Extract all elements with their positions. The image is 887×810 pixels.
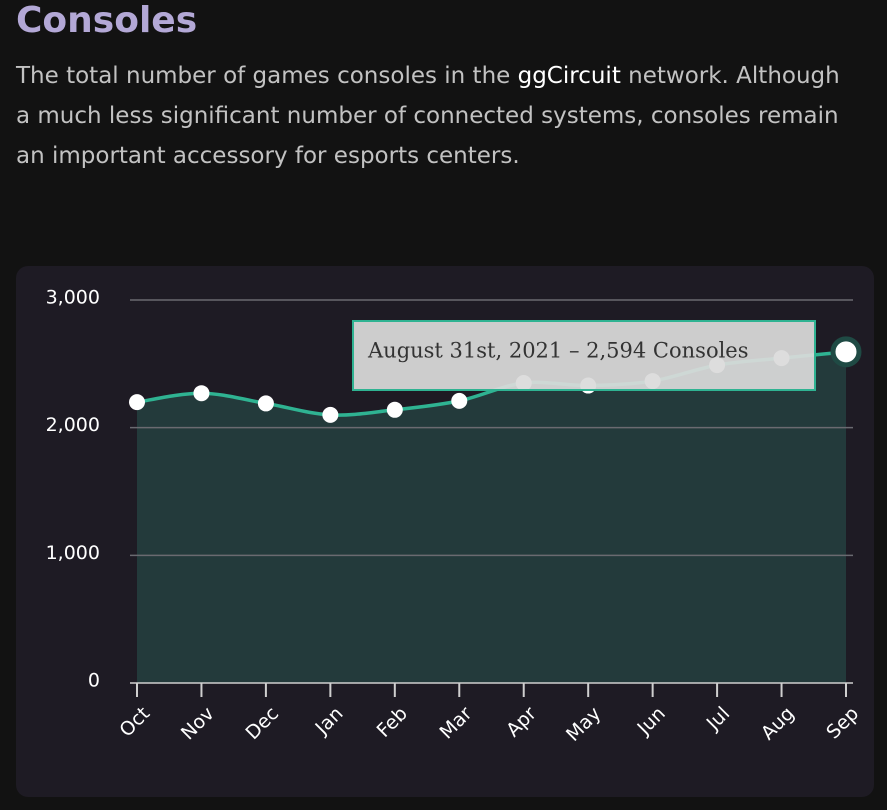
x-tick-label: Jan	[311, 703, 348, 740]
x-tick-label: Sep	[822, 703, 863, 744]
point	[830, 336, 862, 368]
description: The total number of games consoles in th…	[16, 56, 856, 176]
point	[386, 401, 403, 418]
y-tick-label: 0	[88, 670, 100, 692]
x-tick-label: Jul	[702, 703, 734, 735]
grid	[130, 299, 853, 684]
x-tick-label: May	[562, 703, 605, 746]
tooltip-box	[352, 320, 816, 391]
description-text: The total number of games consoles in th…	[16, 63, 518, 89]
title: Consoles	[16, 0, 198, 41]
point	[129, 394, 145, 411]
area	[137, 351, 846, 683]
area-layer	[137, 351, 846, 683]
description-text: network. Although a much less significan…	[16, 63, 840, 169]
x-tick-label: Mar	[436, 702, 477, 743]
y-tick-label: 3,000	[46, 287, 100, 309]
point	[451, 392, 468, 409]
x-tick-label: Jun	[633, 703, 670, 740]
x-tick-label: Oct	[115, 703, 154, 742]
x-tick-label: Aug	[757, 703, 799, 745]
x-tick-label: Nov	[177, 703, 219, 745]
tooltip: August 31st, 2021 – 2,594 Consoles	[352, 320, 816, 391]
point	[322, 406, 339, 423]
point	[257, 395, 274, 412]
x-tick-label: Dec	[241, 703, 283, 745]
point	[193, 385, 210, 402]
brand-name: ggCircuit	[517, 63, 621, 89]
tooltip-text: August 31st, 2021 – 2,594 Consoles	[367, 339, 749, 363]
y-tick-label: 2,000	[46, 414, 100, 436]
x-tick-label: Feb	[373, 703, 412, 742]
x-tick-label: Apr	[502, 702, 541, 741]
y-tick-label: 1,000	[46, 542, 100, 564]
